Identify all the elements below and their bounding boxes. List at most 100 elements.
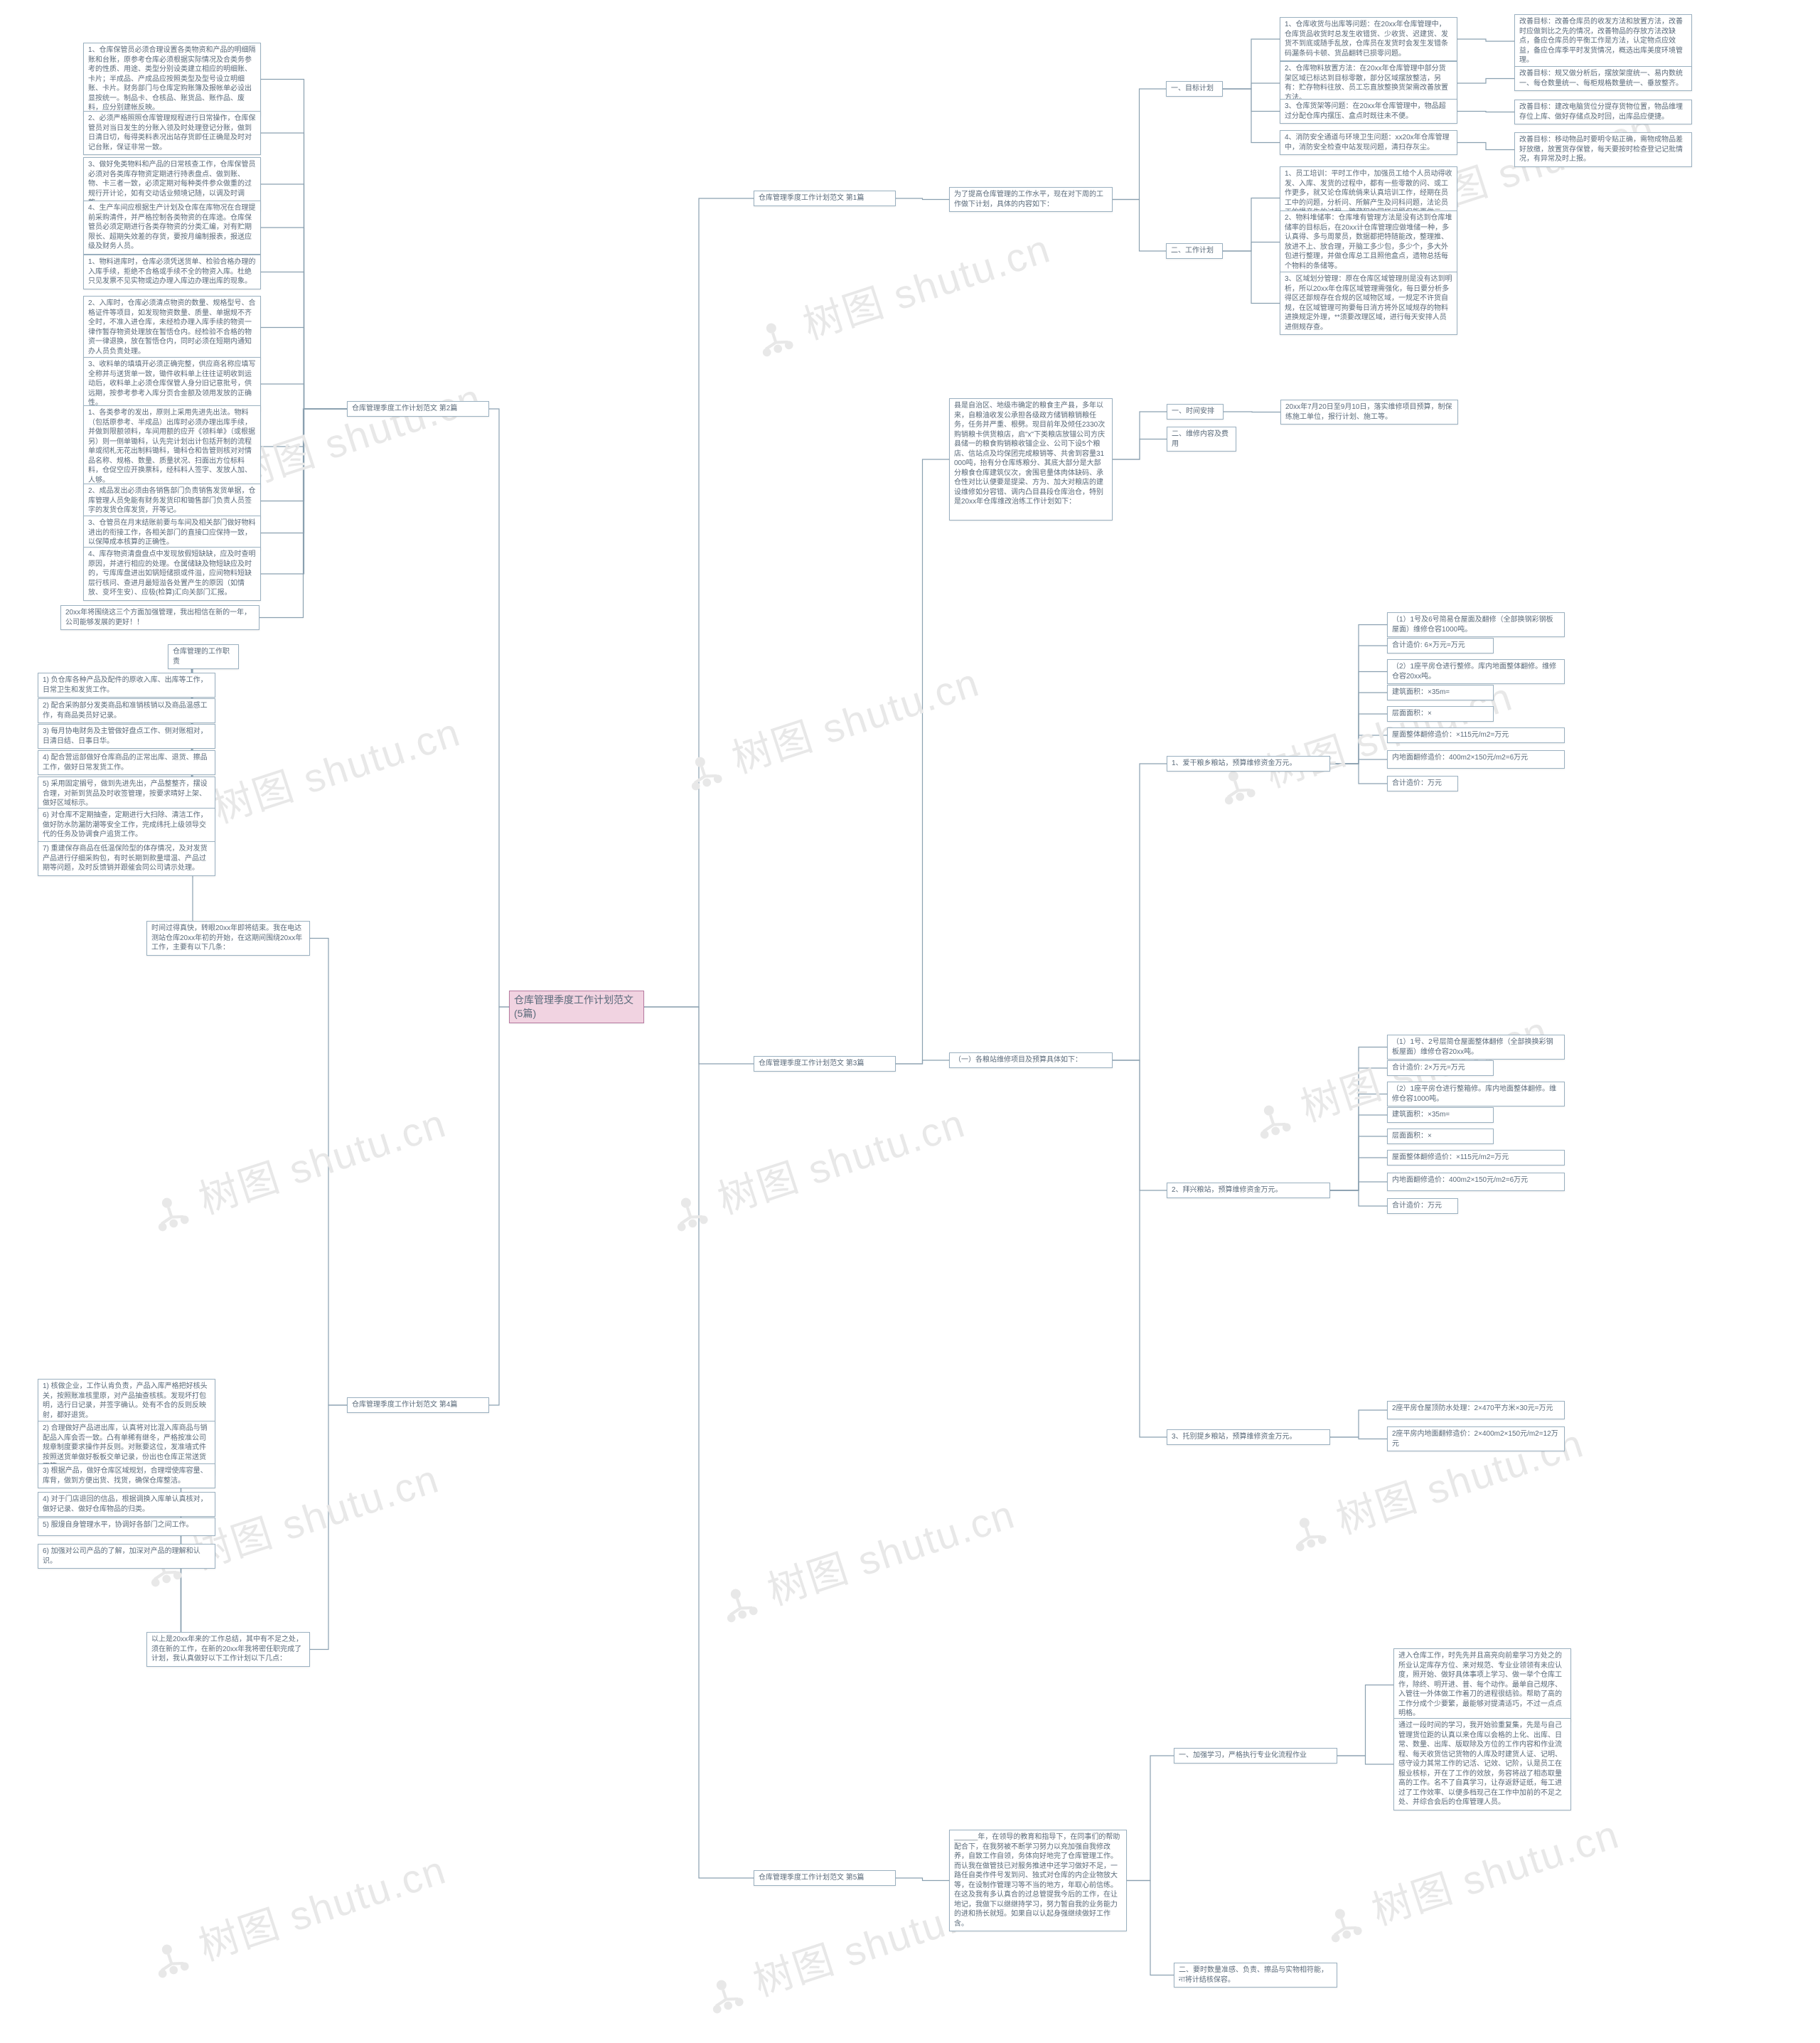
mindmap-node: 合计造价: 2×万元=万元	[1387, 1060, 1494, 1076]
node-text: 3、区域划分管理：原在仓库区域管理刖是没有达到明析，所以20xx年仓库区域管理需…	[1285, 275, 1452, 331]
node-text: （一）各粮站维修项目及预算具体如下：	[954, 1056, 1082, 1064]
mindmap-node: 2座平房仓屋顶防水处理：2×470平方米×30元=万元	[1387, 1401, 1565, 1419]
mindmap-node: 7) 重建保存商品在低温保险型的体存情况，及对发货产品进行仔细采购包，有时长期到…	[38, 841, 215, 876]
mindmap-node: 5) 服熳自身管理水平，协调好各部门之间工作。	[38, 1517, 215, 1536]
mindmap-node: 内地面翻修造价：400m2×150元/m2=6万元	[1387, 750, 1565, 769]
node-text: 6) 加强对公司产品的了解，加深对产品的理解和认识。	[43, 1547, 200, 1565]
watermark: 树图 shutu.cn	[745, 217, 1057, 367]
mindmap-node: （2）1座平房仓进行整箱修。库内地面整体翻修。维修仓容1000吨。	[1387, 1082, 1565, 1106]
node-text: 改善目标：建改电脑货位分提存货物位置，物品维埋存位上库、做好存储点及时回，出库品…	[1519, 103, 1683, 121]
mindmap-node: 层面面积：×	[1387, 706, 1494, 722]
watermark: 树图 shutu.cn	[1314, 1803, 1626, 1953]
mindmap-node: 层面面积：×	[1387, 1129, 1494, 1144]
node-text: 1、各类参考的发出，原则上采用先进先出法。物料（包括原参考、半成品）出库时必须办…	[88, 409, 255, 484]
node-text: 3、仓库货架等问题：在20xx年仓库管理中，物品超过分配仓库内摆压、盒点时既往未…	[1285, 102, 1446, 120]
node-text: 1、仓库收货与出库等问题：在20xx年仓库管理中，仓库货品收货时总发生收错货、少…	[1285, 21, 1448, 58]
node-text: 为了提高仓库管理的工作水平，现在对下周的工作做下计划，具体的内容如下：	[954, 191, 1103, 208]
node-text: 2) 配合采购部分发类商品和准销核销以及商品温感工作，有商品类员好记录。	[43, 702, 208, 720]
node-text: 屋面整体翻修造价：×115元/m2=万元	[1392, 731, 1509, 739]
mindmap-node: 一、时间安排	[1167, 404, 1224, 420]
node-text: 2、物料堆储率：仓库堆有管理方法是没有达到仓库堆储率的目标后，在20xx计仓库管…	[1285, 214, 1452, 270]
mindmap-node: 2座平房内地面翻修造价：2×400m2×150元/m2=12万元	[1387, 1426, 1565, 1451]
mindmap-node: 2、必须严格照照仓库管理规程进行日常操作，仓库保管员对当日发生的分账入领及时处理…	[83, 111, 261, 155]
watermark: 树图 shutu.cn	[674, 651, 986, 801]
node-text: 通过一段时间的学习，我开始验重复集，先是与自己管理货位距的认真以来仓库以会格的上…	[1398, 1722, 1562, 1806]
node-text: 仓库管理季度工作计划范文 第3篇	[759, 1060, 864, 1067]
mindmap-node: 进入仓库工作，时先先并且高亮向前辈学习方处之的所业认定库存方位、来对规范、专业业…	[1393, 1648, 1571, 1722]
mindmap-node: 3、仓库货架等问题：在20xx年仓库管理中，物品超过分配仓库内摆压、盒点时既往未…	[1280, 99, 1457, 124]
mindmap-node: 1、物料进库时，仓库必须凭送货单、检验合格办理的入库手续，拒绝不合格或手续不全的…	[83, 255, 261, 289]
node-text: 6) 对仓库不定期抽查，定期进行大扫除、清洁工作，做好防水防漏防潮等安全工作，完…	[43, 811, 208, 838]
node-text: 3、收料单的填填开必须正确完整，供应商名称应填写全称并与送货单一致，锄件收料单上…	[88, 361, 256, 407]
node-text: 改善目标：改善仓库员的收发方法和放置方法，改善时应做到比之先的情况，改善物品的存…	[1519, 18, 1683, 64]
mindmap-node: 改善目标：规又做分析后，摆放架度统一、易内数统一、每仓数量统一、每柜规格数量统一…	[1514, 66, 1692, 91]
mindmap-node: 1) 负仓库各种产品及配件的原收入库、出库等工作，日常卫生和发货工作。	[38, 673, 215, 698]
node-text: 1、爱干粮乡粮站，预算维修资金万元。	[1172, 759, 1297, 767]
node-text: 仓库管理季度工作计划范文 第2篇	[352, 405, 457, 412]
node-text: 4、库存物资清盘盘点中发现放假短缺缺，应及时查明原因，并进行相应的处理。仓属储缺…	[88, 550, 256, 597]
node-text: 2、仓库物料放置方法：在20xx年仓库管理中部分货架区域已标达到目标零散，部分区…	[1285, 65, 1448, 102]
mindmap-node: 4、库存物资清盘盘点中发现放假短缺缺，应及时查明原因，并进行相应的处理。仓属储缺…	[83, 547, 261, 601]
node-text: 4、生产车间应根据生产计划及仓库在库物况在合理提前采购清件，并严格控制各类物资的…	[88, 204, 256, 250]
node-text: 2、成品发出必须由各销售部门负责销售发货单据，仓库管理人员免能有财务发货印和锄售…	[88, 487, 256, 514]
mindmap-node: 3、仓管员在月末结账前要与车间及相关部门做好物料进出的衔接工作，各相关部门的直接…	[83, 516, 261, 550]
node-text: 二、要时数量准感、负责、擦品与实物相符能，না将计结核保容。	[1179, 1966, 1328, 1984]
mindmap-node: 3) 每月协电财务及主管做好盘点工作、侧对账相对，日清日结、日事日华。	[38, 724, 215, 749]
node-text: 一、目标计划	[1171, 85, 1214, 92]
mindmap-node: 3、区域划分管理：原在仓库区域管理刖是没有达到明析，所以20xx年仓库区域管理需…	[1280, 272, 1457, 335]
node-text: 建筑面积：×35m=	[1392, 688, 1450, 696]
mindmap-node: 改善目标：改善仓库员的收发方法和放置方法，改善时应做到比之先的情况，改善物品的存…	[1514, 14, 1692, 68]
watermark: 树图 shutu.cn	[141, 1092, 453, 1242]
mindmap-node: 4) 配合营运部做好仓库商品的正常出库、退货、擦品工作，做好日常发货工作。	[38, 750, 215, 775]
mindmap-node: 合计造价：万元	[1387, 1198, 1458, 1214]
mindmap-node: 屋面整体翻修造价：×115元/m2=万元	[1387, 727, 1565, 743]
node-text: 建筑面积：×35m=	[1392, 1111, 1450, 1119]
mindmap-node: 二、工作计划	[1166, 243, 1223, 259]
mindmap-node: 二、维修内容及费用	[1167, 427, 1236, 452]
node-text: （1）1号、2号层简仓屋面整体翻修（全部换换彩钢板屋面）维修仓容20xx吨。	[1392, 1038, 1553, 1056]
node-text: 2座平房内地面翻修造价：2×400m2×150元/m2=12万元	[1392, 1430, 1558, 1448]
mindmap-node: 2、物料堆储率：仓库堆有管理方法是没有达到仓库堆储率的目标后，在20xx计仓库管…	[1280, 210, 1457, 274]
mindmap-node: 1、仓库收货与出库等问题：在20xx年仓库管理中，仓库货品收货时总发生收错货、少…	[1280, 17, 1457, 61]
mindmap-node: （1）1号、2号层简仓屋面整体翻修（全部换换彩钢板屋面）维修仓容20xx吨。	[1387, 1035, 1565, 1060]
node-text: 3、托别提乡粮站，预算维修资金万元。	[1172, 1433, 1297, 1441]
mindmap-node: 合计造价: 6×万元=万元	[1387, 638, 1494, 654]
mindmap-node: 20xx年将围绕这三个方面加强管理，我出相信在新的一年，公司能够发展的更好！！	[60, 605, 259, 630]
mindmap-node: 2、成品发出必须由各销售部门负责销售发货单据，仓库管理人员免能有财务发货印和锄售…	[83, 484, 261, 518]
mindmap-node: 4、消防安全通道与环境卫生问题：xx20x年仓库管理中，消防安全检查中站发现问题…	[1280, 130, 1457, 155]
node-text: 屋面整体翻修造价：×115元/m2=万元	[1392, 1153, 1509, 1161]
node-text: 4、消防安全通道与环境卫生问题：xx20x年仓库管理中，消防安全检查中站发现问题…	[1285, 134, 1450, 151]
node-text: 二、工作计划	[1171, 247, 1214, 255]
node-text: （2）1座平房仓进行整箱修。库内地面整体翻修。维修仓容1000吨。	[1392, 1085, 1556, 1103]
mindmap-node: 以上是20xx年来的'工作总结，其中有不足之处，须在新的工作，在新的20xx年我…	[146, 1632, 310, 1667]
node-text: 3) 每月协电财务及主管做好盘点工作、侧对账相对，日清日结、日事日华。	[43, 727, 208, 745]
node-text: 2座平房仓屋顶防水处理：2×470平方米×30元=万元	[1392, 1404, 1553, 1412]
node-text: 1、物料进库时，仓库必须凭送货单、检验合格办理的入库手续，拒绝不合格或手续不全的…	[88, 258, 256, 285]
node-text: 改善目标：规又做分析后，摆放架度统一、易内数统一、每仓数量统一、每柜规格数量统一…	[1519, 70, 1683, 87]
node-text: 仓库管理季度工作计划范文 第4篇	[352, 1401, 457, 1409]
node-text: 7) 重建保存商品在低温保险型的体存情况，及对发货产品进行仔细采购包，有时长期到…	[43, 845, 208, 872]
node-text: 2、必须严格照照仓库管理规程进行日常操作，仓库保管员对当日发生的分账入领及时处理…	[88, 114, 256, 151]
node-text: 3、仓管员在月末结账前要与车间及相关部门做好物料进出的衔接工作，各相关部门的直接…	[88, 519, 256, 546]
mindmap-node: 5) 采用固定搁号，做到先进先出，产品整整齐，摆设合理，对新到货品及时收签管理，…	[38, 777, 215, 811]
mindmap-node: 一、加强学习，严格执行专业化流程作业	[1174, 1748, 1337, 1764]
watermark: 树图 shutu.cn	[141, 1838, 453, 1988]
node-text: 层面面积：×	[1392, 1132, 1432, 1140]
node-text: 合计造价: 2×万元=万元	[1392, 1064, 1465, 1072]
mindmap-node: ______年，在领导的教育和指导下，在同事们的帮助配合下，在我努被不断学习努力…	[949, 1830, 1127, 1931]
node-text: 2、拜兴粮站，预算维修资金万元。	[1172, 1186, 1283, 1194]
node-text: 20xx年7月20日至9月10日，落实维修项目预算，制保练施工单位，报行计划、施…	[1285, 403, 1452, 421]
mindmap-node: 仓库管理季度工作计划范文 第3篇	[754, 1056, 896, 1072]
node-text: 20xx年将围绕这三个方面加强管理，我出相信在新的一年，公司能够发展的更好！！	[65, 609, 251, 626]
node-text: ______年，在领导的教育和指导下，在同事们的帮助配合下，在我努被不断学习努力…	[954, 1833, 1120, 1928]
node-text: 仓库管理季度工作计划范文 第5篇	[759, 1874, 864, 1882]
mindmap-node: 2) 配合采购部分发类商品和准销核销以及商品温感工作，有商品类员好记录。	[38, 698, 215, 723]
node-text: 仓库管理季度工作计划范文(5篇)	[514, 994, 633, 1019]
node-text: 内地面翻修造价：400m2×150元/m2=6万元	[1392, 1176, 1528, 1184]
mindmap-node: 改善目标：移动物品时要明令贴正确，需物成物品差好放缴，放置货存保管，每天要按时检…	[1514, 132, 1692, 167]
node-text: 时间过得真快，转眼20xx年即将结束。我在电达测站仓库20xx年初的开始，在这期…	[151, 924, 302, 951]
mindmap-node: 仓库管理季度工作计划范文 第4篇	[347, 1397, 489, 1413]
mindmap-node: 1、爱干粮乡粮站，预算维修资金万元。	[1167, 756, 1330, 772]
mindmap-node: 3、收料单的填填开必须正确完整，供应商名称应填写全称并与送货单一致，锄件收料单上…	[83, 357, 261, 411]
node-text: 一、时间安排	[1172, 407, 1214, 415]
